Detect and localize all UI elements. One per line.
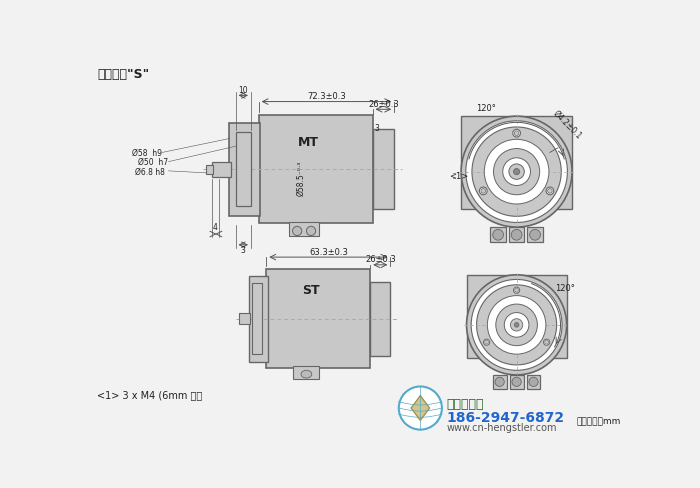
Ellipse shape	[301, 370, 312, 378]
Text: 120°: 120°	[477, 103, 496, 112]
Ellipse shape	[461, 117, 572, 227]
Ellipse shape	[495, 377, 504, 386]
Ellipse shape	[494, 149, 540, 195]
Text: 尺寸单位：mm: 尺寸单位：mm	[576, 417, 620, 426]
Bar	[239, 314, 250, 325]
Bar	[466, 275, 567, 358]
Ellipse shape	[293, 227, 302, 236]
Text: 26±0.3: 26±0.3	[365, 255, 395, 264]
Ellipse shape	[487, 296, 546, 354]
Ellipse shape	[307, 227, 316, 236]
Text: 26±0.3: 26±0.3	[368, 100, 399, 108]
Text: Ø58.5⁻⁰·³: Ø58.5⁻⁰·³	[297, 160, 305, 195]
Ellipse shape	[547, 189, 552, 194]
Text: Ø4.2±0.1: Ø4.2±0.1	[551, 108, 583, 140]
Ellipse shape	[484, 140, 549, 204]
Ellipse shape	[514, 289, 519, 292]
Ellipse shape	[545, 341, 549, 345]
Text: 186-2947-6872: 186-2947-6872	[447, 410, 565, 424]
Ellipse shape	[546, 188, 554, 195]
Ellipse shape	[481, 189, 486, 194]
Text: 3: 3	[241, 245, 246, 254]
Bar	[461, 117, 572, 209]
Bar	[493, 375, 507, 389]
Text: www.cn-hengstler.com: www.cn-hengstler.com	[447, 422, 557, 432]
Ellipse shape	[466, 122, 568, 223]
Text: 西安德伍拓: 西安德伍拓	[447, 397, 484, 410]
Text: Ø58  h9: Ø58 h9	[132, 148, 162, 158]
Ellipse shape	[472, 128, 561, 217]
Ellipse shape	[399, 386, 442, 430]
Ellipse shape	[484, 340, 490, 346]
Bar	[259, 116, 372, 224]
Ellipse shape	[529, 377, 538, 386]
Bar	[510, 375, 524, 389]
Bar	[206, 165, 214, 175]
Ellipse shape	[477, 285, 556, 365]
Ellipse shape	[496, 305, 538, 346]
Text: ST: ST	[302, 284, 319, 297]
Ellipse shape	[484, 341, 489, 345]
Bar	[266, 270, 370, 368]
Ellipse shape	[480, 188, 487, 195]
Ellipse shape	[510, 319, 523, 331]
Text: 10: 10	[239, 86, 248, 95]
Bar	[491, 227, 506, 243]
Ellipse shape	[504, 313, 529, 338]
Ellipse shape	[509, 164, 524, 180]
Ellipse shape	[512, 130, 521, 138]
Bar	[372, 130, 394, 210]
Bar	[527, 227, 542, 243]
Text: <1> 3 x M4 (6mm 深）: <1> 3 x M4 (6mm 深）	[97, 389, 202, 399]
Ellipse shape	[503, 159, 531, 186]
Text: 同步法兰"S": 同步法兰"S"	[97, 68, 149, 81]
Text: Ø50  h7: Ø50 h7	[138, 158, 168, 167]
Ellipse shape	[514, 287, 519, 294]
Polygon shape	[411, 396, 430, 421]
Bar	[290, 222, 319, 236]
Text: 72.3±0.3: 72.3±0.3	[307, 92, 346, 101]
Text: Ø6.8 h8: Ø6.8 h8	[134, 167, 164, 176]
Text: 63.3±0.3: 63.3±0.3	[309, 247, 348, 256]
Ellipse shape	[471, 280, 562, 370]
Ellipse shape	[514, 323, 519, 327]
Ellipse shape	[493, 230, 503, 241]
Ellipse shape	[514, 169, 519, 175]
Ellipse shape	[514, 132, 519, 136]
Bar	[370, 282, 391, 356]
Bar	[236, 133, 251, 207]
Bar	[230, 124, 260, 216]
Bar	[213, 163, 231, 178]
Ellipse shape	[466, 275, 567, 375]
Text: 3: 3	[374, 124, 379, 133]
Text: <1>: <1>	[449, 172, 468, 181]
Text: 120°: 120°	[555, 284, 575, 293]
Bar	[249, 276, 268, 362]
Text: 4: 4	[213, 223, 218, 231]
Ellipse shape	[511, 230, 522, 241]
Bar	[253, 284, 262, 354]
Bar	[509, 227, 524, 243]
Ellipse shape	[512, 377, 522, 386]
Text: MT: MT	[298, 135, 318, 148]
Bar	[526, 375, 540, 389]
Ellipse shape	[543, 340, 550, 346]
Ellipse shape	[530, 230, 540, 241]
Bar	[293, 366, 319, 379]
